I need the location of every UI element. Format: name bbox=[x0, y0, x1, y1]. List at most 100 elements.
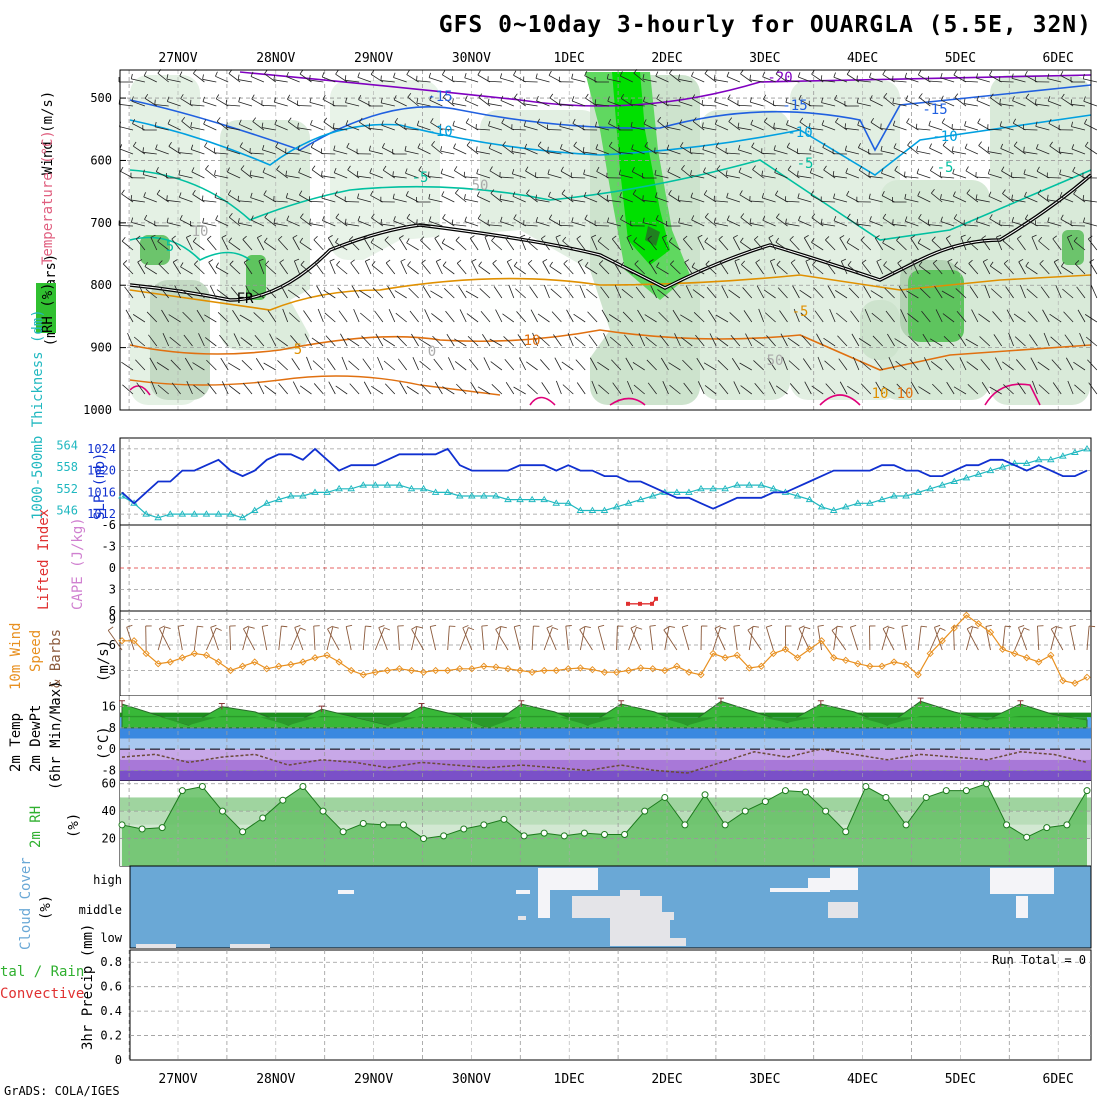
wind-barb-flag bbox=[584, 214, 588, 220]
wind-barb bbox=[716, 169, 729, 179]
contour-label: 0 bbox=[428, 344, 436, 360]
wind-barb-flag bbox=[681, 165, 685, 170]
wind-barb-flag bbox=[662, 234, 668, 238]
wind-barb bbox=[154, 104, 169, 107]
wind-barb-flag bbox=[751, 142, 755, 148]
wind-barb bbox=[455, 192, 467, 203]
wind-barb bbox=[204, 314, 217, 323]
wind-barb bbox=[538, 336, 550, 347]
wind-barb-flag bbox=[285, 193, 289, 199]
wind-barb-flag bbox=[785, 97, 788, 103]
wind-barb bbox=[357, 197, 372, 203]
wind-barb-10m-flag bbox=[1069, 624, 1076, 627]
wind-barb bbox=[135, 359, 146, 371]
wind-barb-flag bbox=[875, 235, 880, 239]
temp-contour bbox=[129, 159, 1092, 241]
wind-barb bbox=[273, 200, 288, 203]
wind-barb-flag bbox=[797, 170, 799, 176]
wind-barb-flag bbox=[464, 73, 467, 79]
wind-barb bbox=[883, 265, 895, 275]
wind-barb bbox=[858, 338, 872, 347]
wind-barb-10m-flag bbox=[836, 625, 844, 628]
contour-label: -5 bbox=[412, 170, 429, 186]
wind-barb bbox=[821, 223, 836, 227]
wind-speed-marker bbox=[419, 668, 428, 676]
y-tick-label: 500 bbox=[90, 91, 112, 105]
rh-marker bbox=[158, 824, 166, 832]
wind-barb-flag bbox=[130, 217, 134, 223]
wind-speed-marker bbox=[1023, 654, 1031, 662]
wind-barb-flag bbox=[370, 238, 375, 243]
wind-speed-marker bbox=[1059, 677, 1067, 685]
wind-barb bbox=[465, 290, 479, 299]
wind-speed-marker bbox=[1083, 673, 1091, 681]
wind-barb bbox=[238, 79, 253, 83]
date-label-top: 3DEC bbox=[749, 51, 780, 66]
wind-barb bbox=[900, 309, 907, 323]
wind-barb-flag bbox=[416, 98, 419, 104]
wind-barb bbox=[133, 336, 146, 347]
wind-barb-flag bbox=[404, 145, 407, 151]
wind-barb-flag bbox=[683, 235, 688, 240]
wind-barb bbox=[647, 382, 657, 395]
thickness-marker bbox=[443, 488, 452, 495]
wind-barb-flag bbox=[642, 195, 644, 201]
wind-barb bbox=[905, 220, 919, 227]
wind-barb bbox=[214, 174, 229, 179]
wind-barb-flag bbox=[856, 75, 858, 81]
rh-marker bbox=[118, 821, 126, 829]
wind-barb bbox=[564, 286, 574, 299]
wind-barb-flag bbox=[321, 72, 325, 78]
wind-barb bbox=[946, 381, 955, 395]
wind-barb-flag bbox=[1011, 194, 1013, 200]
wind-barb bbox=[361, 335, 372, 347]
wind-barb-flag bbox=[770, 258, 776, 262]
wind-barb bbox=[978, 145, 991, 155]
wind10m-panel: 963 10m Wind Speed & Barbs (m/s) bbox=[8, 610, 1096, 697]
wind-barb bbox=[787, 169, 800, 179]
wind-speed-marker bbox=[733, 651, 741, 659]
wind-barb-flag bbox=[690, 170, 692, 176]
wind-barb-flag bbox=[297, 145, 300, 151]
rh-core bbox=[645, 226, 660, 246]
wind-barb bbox=[697, 381, 705, 395]
temp-band bbox=[120, 727, 1091, 739]
wind-barb bbox=[606, 199, 621, 203]
wind-speed-marker bbox=[998, 645, 1007, 653]
wind-barb bbox=[285, 152, 300, 155]
wind-barb bbox=[262, 149, 276, 155]
wind-barb bbox=[500, 77, 514, 83]
wind-barb bbox=[691, 266, 705, 275]
wind-barb bbox=[190, 126, 205, 131]
wind-barb bbox=[192, 241, 205, 251]
wind-speed-marker bbox=[721, 654, 729, 662]
wind-barb-flag bbox=[150, 234, 156, 238]
y-tick-label: 1020 bbox=[87, 464, 116, 478]
wind-barb bbox=[371, 385, 384, 395]
rh-marker bbox=[560, 832, 568, 840]
wind-barb-flag bbox=[1072, 166, 1076, 172]
wind-barb-flag bbox=[368, 145, 371, 151]
thickness-marker bbox=[202, 510, 211, 517]
wind-barb-flag bbox=[201, 195, 204, 201]
wind-barb-10m bbox=[597, 626, 605, 651]
wind-barb bbox=[1083, 221, 1098, 227]
temp-ylabel-b: 2m DewPt bbox=[28, 705, 44, 772]
thickness-marker bbox=[371, 481, 380, 488]
wind-barb bbox=[303, 310, 312, 323]
thickness-marker bbox=[299, 492, 307, 499]
wind-barb-flag bbox=[870, 117, 875, 123]
wind-barb-flag bbox=[527, 259, 533, 264]
wind-barb bbox=[630, 104, 645, 107]
wind-barb-flag bbox=[380, 97, 383, 103]
wind-barb bbox=[1002, 193, 1014, 203]
wind-barb-10m bbox=[817, 626, 823, 651]
wind-barb-flag bbox=[1024, 214, 1029, 220]
wind-speed-marker bbox=[661, 666, 669, 675]
wind-barb bbox=[650, 285, 657, 299]
wind-barb bbox=[416, 102, 431, 107]
wind-barb-flag bbox=[194, 260, 199, 265]
wind-barb bbox=[566, 309, 574, 323]
wind-barb-flag bbox=[880, 123, 882, 129]
wind-barb bbox=[790, 262, 800, 275]
